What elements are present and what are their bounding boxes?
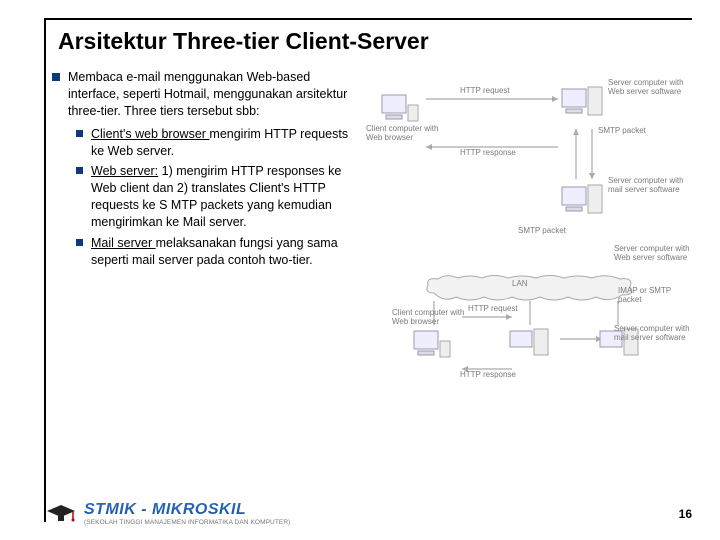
slide-title: Arsitektur Three-tier Client-Server: [58, 28, 688, 55]
http-response-label-top: HTTP response: [460, 149, 516, 158]
imap-label: IMAP or SMTP packet: [618, 287, 678, 305]
brand-name: STMIK - MIKROSKIL: [84, 501, 290, 519]
http-request-label-top: HTTP request: [460, 87, 510, 96]
network-diagram: LAN: [362, 69, 688, 273]
bullet-icon: [76, 167, 83, 174]
graduation-cap-icon: [46, 503, 76, 525]
smtp-label-2: SMTP packet: [518, 227, 566, 236]
footer: STMIK - MIKROSKIL (SEKOLAH TINGGI MANAJE…: [46, 501, 692, 526]
vertical-rule: [44, 18, 46, 522]
sub-bullet-3-text: Mail server melaksanakan fungsi yang sam…: [91, 235, 354, 269]
intro-text: Membaca e-mail menggunakan Web-based int…: [68, 69, 354, 120]
diagram-column: LAN: [362, 69, 688, 273]
bullet-icon: [52, 73, 60, 81]
http-response-label-bottom: HTTP response: [460, 371, 516, 380]
smtp-label-1: SMTP packet: [598, 127, 646, 136]
title-rule: [44, 18, 692, 20]
bullet-icon: [76, 239, 83, 246]
page-number: 16: [679, 507, 692, 521]
slide: Arsitektur Three-tier Client-Server Memb…: [0, 0, 720, 540]
sub-bullet-2: Web server: 1) mengirim HTTP responses k…: [76, 163, 354, 231]
client-top-label: Client computer with Web browser: [366, 125, 446, 143]
sub-bullet-1: Client's web browser mengirim HTTP reque…: [76, 126, 354, 160]
sub-bullet-list: Client's web browser mengirim HTTP reque…: [76, 126, 354, 269]
web-server-top-label: Server computer with Web server software: [608, 79, 686, 97]
mail-server-label: Server computer with mail server softwar…: [608, 177, 686, 195]
brand-subtitle: (SEKOLAH TINGGI MANAJEMEN INFORMATIKA DA…: [84, 519, 290, 526]
bullet-icon: [76, 130, 83, 137]
intro-bullet: Membaca e-mail menggunakan Web-based int…: [52, 69, 354, 120]
client-bottom-label: Client computer with Web browser: [392, 309, 474, 327]
brand-block: STMIK - MIKROSKIL (SEKOLAH TINGGI MANAJE…: [84, 501, 290, 526]
sub-bullet-1-text: Client's web browser mengirim HTTP reque…: [91, 126, 354, 160]
sub-bullet-2-text: Web server: 1) mengirim HTTP responses k…: [91, 163, 354, 231]
content-row: Membaca e-mail menggunakan Web-based int…: [52, 69, 688, 273]
footer-logo-group: STMIK - MIKROSKIL (SEKOLAH TINGGI MANAJE…: [46, 501, 290, 526]
http-request-label-bottom: HTTP request: [468, 305, 518, 314]
mail-server-bottom-label: Server computer with mail server softwar…: [614, 325, 692, 343]
web-server-bottom-label: Server computer with Web server software: [614, 245, 692, 263]
text-column: Membaca e-mail menggunakan Web-based int…: [52, 69, 354, 273]
sub-bullet-3: Mail server melaksanakan fungsi yang sam…: [76, 235, 354, 269]
